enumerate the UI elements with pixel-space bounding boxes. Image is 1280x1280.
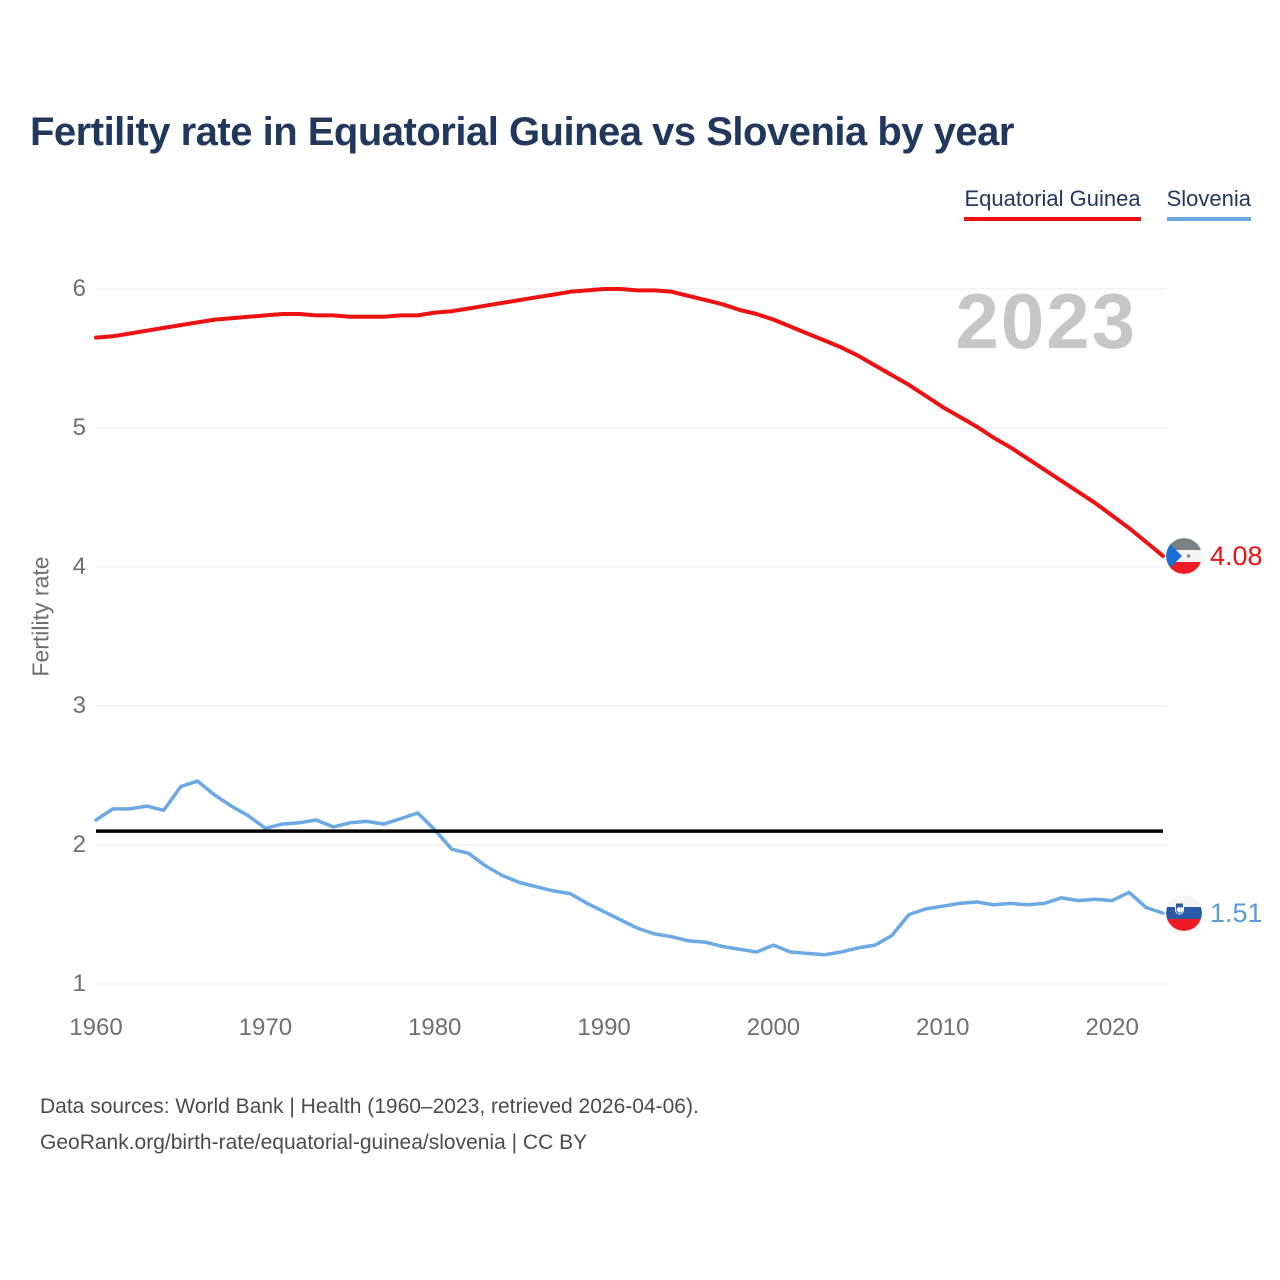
slovenia-flag-icon xyxy=(1166,895,1202,932)
y-tick-label: 6 xyxy=(72,275,86,302)
equatorial-guinea-flag-icon xyxy=(1166,537,1202,574)
legend-item-equatorial-guinea[interactable]: Equatorial Guinea xyxy=(964,186,1141,221)
fertility-line-chart xyxy=(94,287,1167,985)
x-tick-label: 2020 xyxy=(1085,1014,1139,1041)
footer: Data sources: World Bank | Health (1960–… xyxy=(40,1089,699,1161)
equatorial-guinea-end-value: 4.08 xyxy=(1210,540,1263,571)
page-title: Fertility rate in Equatorial Guinea vs S… xyxy=(30,110,1014,154)
x-tick-label: 1990 xyxy=(577,1014,631,1041)
series-line-slovenia xyxy=(94,779,1165,957)
y-tick-label: 5 xyxy=(72,414,86,441)
x-tick-label: 1980 xyxy=(408,1014,462,1041)
year-watermark: 2023 xyxy=(955,277,1137,365)
y-tick-label: 1 xyxy=(72,970,86,997)
legend: Equatorial Guinea Slovenia xyxy=(964,186,1251,221)
x-tick-label: 1960 xyxy=(69,1014,123,1041)
legend-item-slovenia[interactable]: Slovenia xyxy=(1166,186,1251,221)
footer-sources: Data sources: World Bank | Health (1960–… xyxy=(40,1095,699,1118)
x-tick-label: 2000 xyxy=(746,1014,801,1041)
x-tick-label: 1970 xyxy=(238,1014,293,1041)
y-tick-label: 4 xyxy=(72,553,86,580)
y-tick-label: 3 xyxy=(72,692,86,719)
footer-attribution: GeoRank.org/birth-rate/equatorial-guinea… xyxy=(40,1131,588,1154)
y-tick-label: 2 xyxy=(72,831,86,858)
slovenia-end-value: 1.51 xyxy=(1210,898,1263,929)
series-line-equatorial-guinea xyxy=(94,287,1165,558)
x-tick-label: 2010 xyxy=(916,1014,970,1041)
